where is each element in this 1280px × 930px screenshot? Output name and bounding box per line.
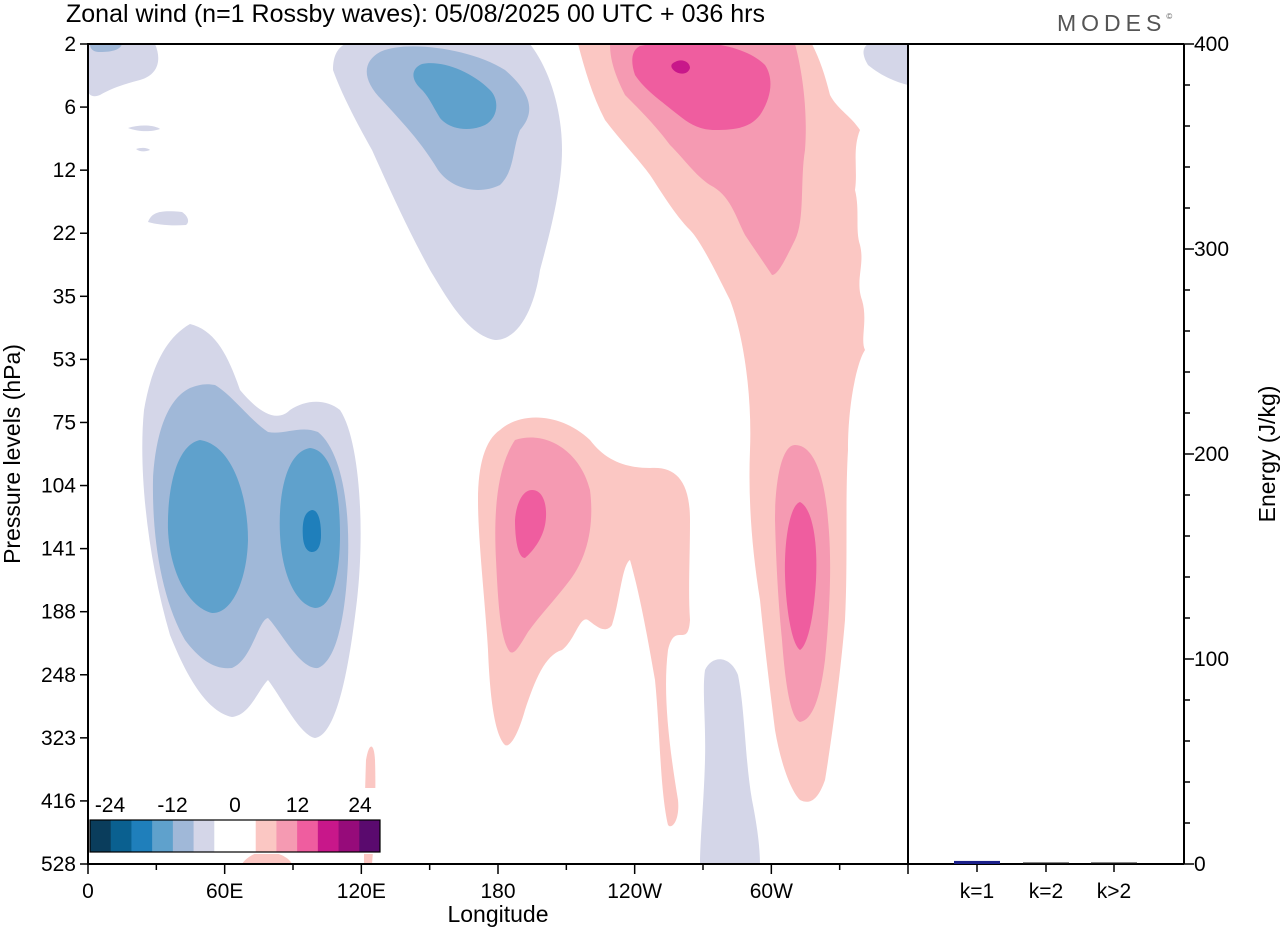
colorbar-swatch [338,820,360,852]
x-tick-label: 60E [206,880,243,903]
colorbar-tick-label: 24 [348,794,372,817]
modes-logo: MODES© [1057,10,1172,37]
y-tick-label: 104 [41,475,76,498]
y-tick-label: 75 [53,411,76,434]
energy-category-label: k=1 [960,880,994,903]
contour-neg-topright [863,44,908,85]
y-tick-label: 188 [41,601,76,624]
copyright-mark: © [1166,12,1173,21]
colorbar-tick-label: 12 [286,794,309,817]
contour-neg-upper-lev3 [413,63,497,130]
energy-category-label: k=2 [1029,880,1063,903]
x-axis-label: Longitude [447,901,548,927]
colorbar-swatch [235,820,257,852]
energy-bar-3 [1091,862,1137,864]
energy-tick-label: 0 [1194,853,1206,876]
energy-category-label: k>2 [1097,880,1131,903]
colorbar-tick-label: -24 [95,794,126,817]
contour-neg-speck2 [136,147,150,152]
contour-pos-mid-lev3 [515,490,547,558]
energy-axis: 0 100 200 300 400 [1184,33,1229,876]
y-tick-label: 35 [53,285,76,308]
contour-pos-mid-lev2 [495,437,592,653]
colorbar-swatch [152,820,174,852]
contour-neg-topleft [88,44,159,97]
contour-neg-speck1 [128,125,160,132]
y-tick-label: 416 [41,790,76,813]
energy-tick-label: 400 [1194,33,1229,56]
y-axis: 2 6 12 22 35 53 75 104 141 188 248 323 416 528 [41,33,88,876]
y-tick-label: 141 [41,538,76,561]
colorbar-swatch [131,820,153,852]
y-tick-label: 2 [64,33,76,56]
chart-title: Zonal wind (n=1 Rossby waves): 05/08/202… [66,0,765,28]
colorbar-swatch [172,820,195,852]
x-tick-label: 180 [480,880,515,903]
contour-neg-lower-lev3a [167,440,248,614]
energy-axis-label: Energy (J/kg) [1254,386,1280,523]
x-axis: 0 60E 120E 180 120W 60W [82,864,909,903]
colorbar-tick-label: 0 [229,794,241,817]
energy-bar-2 [1023,862,1069,864]
contour-pos-right-lev3b [784,502,817,650]
x-tick-label: 0 [82,880,94,903]
contour-pos-right-lev4 [671,60,690,74]
colorbar-swatch [297,820,319,852]
x-tick-label: 120E [337,880,386,903]
energy-tick-label: 200 [1194,443,1229,466]
contour-neg-bottom [700,659,760,864]
contour-field [88,44,908,864]
contour-pos-right-lev3a [632,44,771,130]
y-tick-label: 6 [64,96,76,119]
colorbar-swatch [359,820,381,852]
y-tick-label: 323 [41,727,76,750]
contour-neg-lower-lev4 [302,510,321,552]
contour-neg-topleft-core [90,44,122,52]
energy-bars: k=1 k=2 k>2 [954,860,1137,903]
colorbar-swatch [214,820,236,852]
y-tick-label: 12 [53,159,76,182]
colorbar-tick-label: -12 [157,794,187,817]
colorbar-swatch [90,820,112,852]
y-tick-label: 528 [41,853,76,876]
colorbar-swatch [317,820,340,852]
y-tick-label: 22 [53,222,76,245]
contour-pos-bottom-patch [242,851,292,864]
colorbar-swatch [255,820,277,852]
energy-tick-label: 300 [1194,238,1229,261]
colorbar-swatch [110,820,132,852]
y-tick-label: 53 [53,348,76,371]
colorbar-outline [89,819,381,853]
energy-bar-1 [954,860,1000,864]
contour-neg-speck3 [148,211,189,226]
colorbar-swatch [193,820,215,852]
y-tick-label: 248 [41,664,76,687]
x-tick-label: 60W [750,880,793,903]
colorbar: -24 -12 0 12 24 [88,788,382,854]
modes-logo-text: MODES [1057,10,1167,36]
y-axis-label: Pressure levels (hPa) [0,344,25,564]
colorbar-swatch [276,820,298,852]
x-tick-label: 120W [607,880,662,903]
energy-tick-label: 100 [1194,648,1229,671]
